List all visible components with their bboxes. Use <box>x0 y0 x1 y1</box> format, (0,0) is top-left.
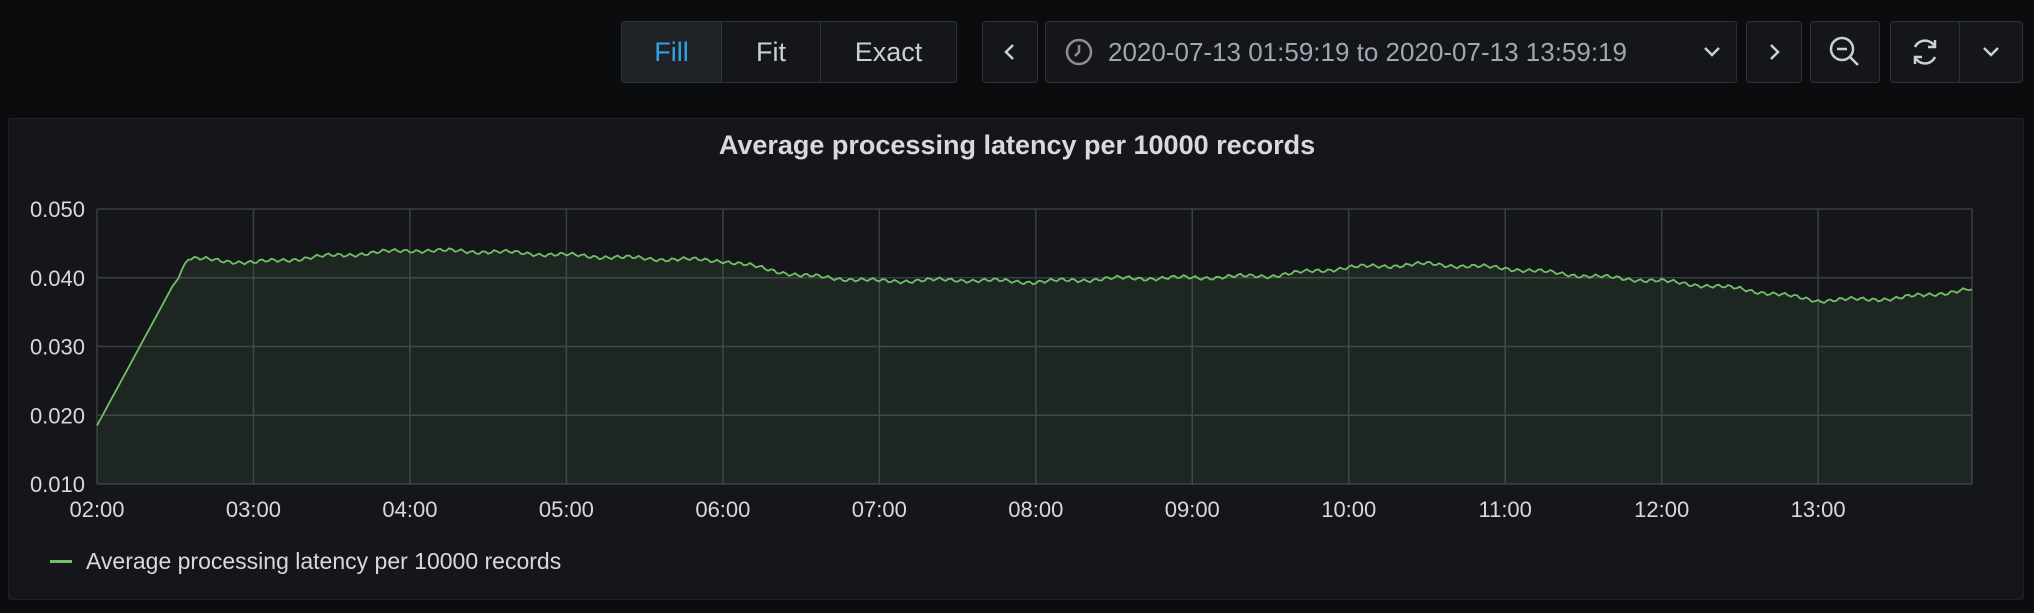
x-tick-label: 04:00 <box>382 497 437 522</box>
x-tick-label: 05:00 <box>539 497 594 522</box>
refresh-icon <box>1908 35 1942 69</box>
x-tick-label: 08:00 <box>1008 497 1063 522</box>
legend[interactable]: Average processing latency per 10000 rec… <box>50 548 561 575</box>
y-tick-label: 0.010 <box>30 472 85 497</box>
y-tick-label: 0.020 <box>30 403 85 428</box>
graph-panel <box>8 118 2024 600</box>
panel-title: Average processing latency per 10000 rec… <box>718 130 1316 160</box>
y-tick-label: 0.040 <box>30 266 85 291</box>
time-range-label: 2020-07-13 01:59:19 to 2020-07-13 13:59:… <box>1108 36 1627 67</box>
refresh-interval-dropdown[interactable] <box>1959 21 2023 83</box>
legend-label: Average processing latency per 10000 rec… <box>86 548 562 574</box>
y-tick-label: 0.050 <box>30 197 85 222</box>
x-tick-label: 02:00 <box>69 497 124 522</box>
view-mode-selector: Fill Fit Exact <box>621 21 957 83</box>
x-tick-label: 10:00 <box>1321 497 1376 522</box>
x-tick-label: 09:00 <box>1165 497 1220 522</box>
exact-button[interactable]: Exact <box>854 36 923 67</box>
x-tick-label: 07:00 <box>852 497 907 522</box>
fill-button[interactable]: Fill <box>622 22 722 82</box>
legend-swatch <box>50 560 72 563</box>
x-tick-label: 03:00 <box>226 497 281 522</box>
time-forward-button[interactable] <box>1746 21 1802 83</box>
clock-icon <box>1064 37 1094 67</box>
time-back-button[interactable] <box>982 21 1038 83</box>
chevron-right-icon <box>1767 42 1781 62</box>
x-tick-label: 12:00 <box>1634 497 1689 522</box>
x-tick-label: 06:00 <box>695 497 750 522</box>
series-line <box>96 247 1973 427</box>
chevron-down-icon <box>1981 45 2001 59</box>
y-tick-label: 0.030 <box>30 335 85 360</box>
x-tick-label: 13:00 <box>1791 497 1846 522</box>
series-area <box>97 248 1972 484</box>
x-tick-label: 11:00 <box>1478 497 1531 522</box>
time-range-picker[interactable]: 2020-07-13 01:59:19 to 2020-07-13 13:59:… <box>1045 21 1737 83</box>
fit-button[interactable]: Fit <box>722 22 821 82</box>
zoom-out-button[interactable] <box>1810 21 1880 83</box>
time-toolbar: Fill Fit Exact 2020-07-13 01:59:19 to 20… <box>0 21 2034 85</box>
zoom-out-icon <box>1828 35 1862 69</box>
chevron-left-icon <box>1003 42 1017 62</box>
chevron-down-icon <box>1702 45 1722 59</box>
